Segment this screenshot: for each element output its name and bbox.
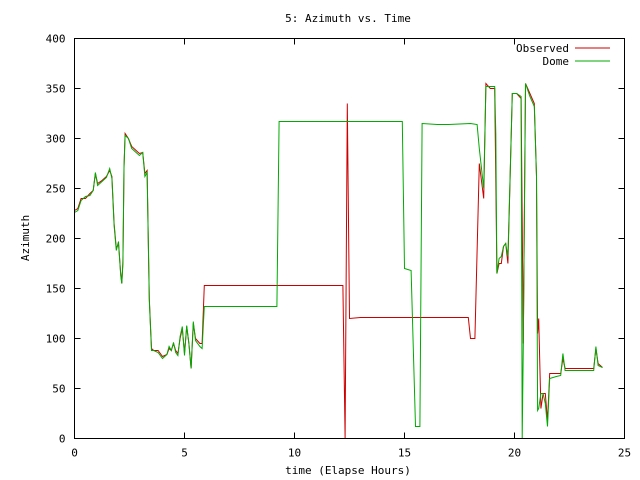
axis-ticks <box>74 38 625 439</box>
legend-label-observed: Observed <box>516 42 569 55</box>
x-tick-label: 10 <box>288 447 301 460</box>
legend-entry-dome: Dome <box>543 55 610 68</box>
x-tick-label: 0 <box>71 447 78 460</box>
x-axis-label: time (Elapse Hours) <box>285 464 411 477</box>
chart-title: 5: Azimuth vs. Time <box>285 12 411 25</box>
series-line-dome <box>74 83 603 439</box>
y-tick-label: 200 <box>46 233 66 246</box>
legend-entry-observed: Observed <box>516 42 610 55</box>
y-axis-label: Azimuth <box>19 215 32 261</box>
series-group <box>74 82 603 439</box>
y-tick-label: 250 <box>46 183 66 196</box>
y-tick-label: 100 <box>46 333 66 346</box>
x-tick-label: 15 <box>398 447 411 460</box>
y-tick-label: 350 <box>46 83 66 96</box>
plot-frame <box>74 38 625 439</box>
y-tick-label: 150 <box>46 283 66 296</box>
x-tick-label: 25 <box>618 447 631 460</box>
legend-label-dome: Dome <box>543 55 570 68</box>
x-tick-label: 5 <box>181 447 188 460</box>
y-tick-label: 0 <box>59 433 66 446</box>
legend: Observed Dome <box>516 42 610 68</box>
y-tick-label: 400 <box>46 33 66 46</box>
y-tick-label: 300 <box>46 133 66 146</box>
x-tick-label: 20 <box>508 447 521 460</box>
y-tick-label: 50 <box>52 383 65 396</box>
